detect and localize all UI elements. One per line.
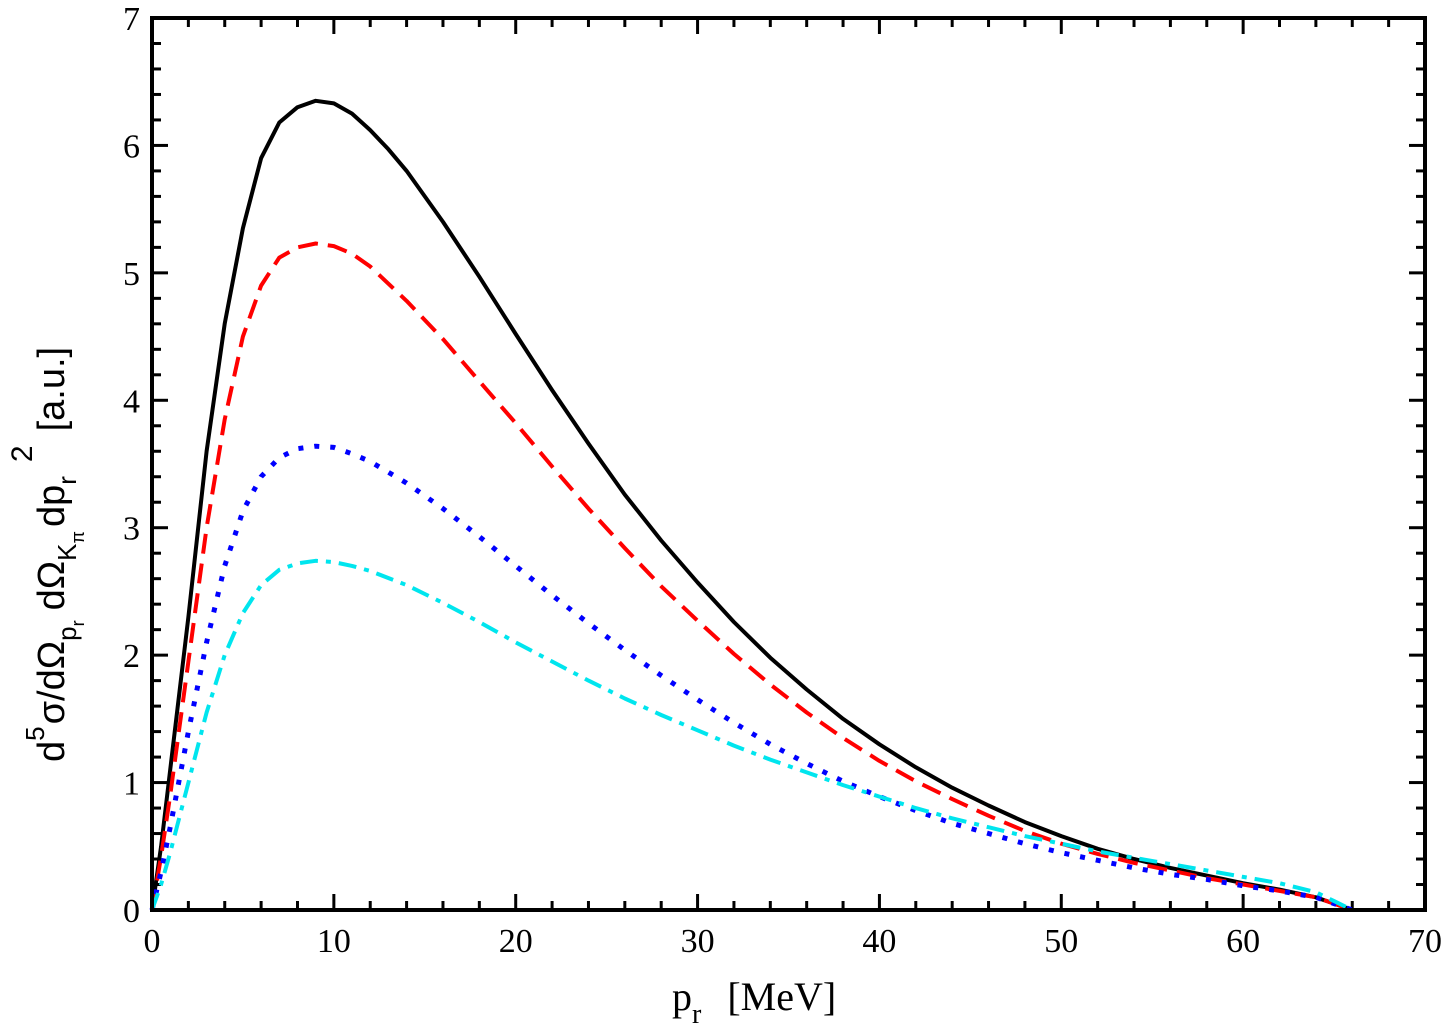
y-tick-label: 6 <box>123 128 140 165</box>
x-tick-label: 30 <box>681 923 715 960</box>
x-tick-label: 60 <box>1226 923 1260 960</box>
y-axis-title-unit: [a.u.] <box>31 347 73 432</box>
y-axis-title-sup5: 5 <box>20 726 50 740</box>
x-tick-label: 40 <box>862 923 896 960</box>
y-axis-title-d: d <box>31 741 73 762</box>
y-tick-label: 4 <box>123 383 140 420</box>
x-tick-label: 50 <box>1044 923 1078 960</box>
y-axis-title-subsub-r: r <box>68 620 88 626</box>
x-axis-title: pr [MeV] <box>672 974 836 1030</box>
series-line-dashed <box>150 241 1353 912</box>
y-axis-title-subsub-pi: π <box>68 531 88 543</box>
y-tick-label: 2 <box>123 638 140 675</box>
y-axis-title: d5σ/dΩprdΩKπdpr2[a.u.] <box>6 347 88 762</box>
y-tick-label: 1 <box>123 766 140 803</box>
x-axis-title-main: p <box>672 974 692 1019</box>
data-series <box>149 98 1354 913</box>
y-tick-label: 3 <box>123 511 140 548</box>
y-axis-title-domega: dΩ <box>31 561 73 611</box>
x-tick-label: 10 <box>317 923 351 960</box>
y-tick-label: 0 <box>123 893 140 930</box>
tick-labels: 0 10 20 30 40 50 60 70 0 1 2 3 4 5 6 7 <box>123 1 1442 960</box>
y-axis-title-sub-k: K <box>52 543 82 561</box>
y-axis-title-dp: dp <box>31 485 73 527</box>
y-axis-title-sigma: σ/dΩ <box>31 641 73 725</box>
y-axis-title-sub-p: p <box>52 626 82 640</box>
series-line-dashdot <box>150 558 1354 912</box>
x-axis-title-unit: [MeV] <box>727 974 836 1019</box>
plot-frame <box>150 16 1427 912</box>
y-tick-label: 5 <box>123 256 140 293</box>
x-axis-title-sub: r <box>692 999 702 1030</box>
y-axis-title-sup2: 2 <box>6 445 39 462</box>
y-axis-title-sub-r: r <box>52 476 82 485</box>
x-tick-label: 70 <box>1408 923 1442 960</box>
x-tick-label: 20 <box>499 923 533 960</box>
x-tick-label: 0 <box>144 923 161 960</box>
y-tick-label: 7 <box>123 1 140 38</box>
